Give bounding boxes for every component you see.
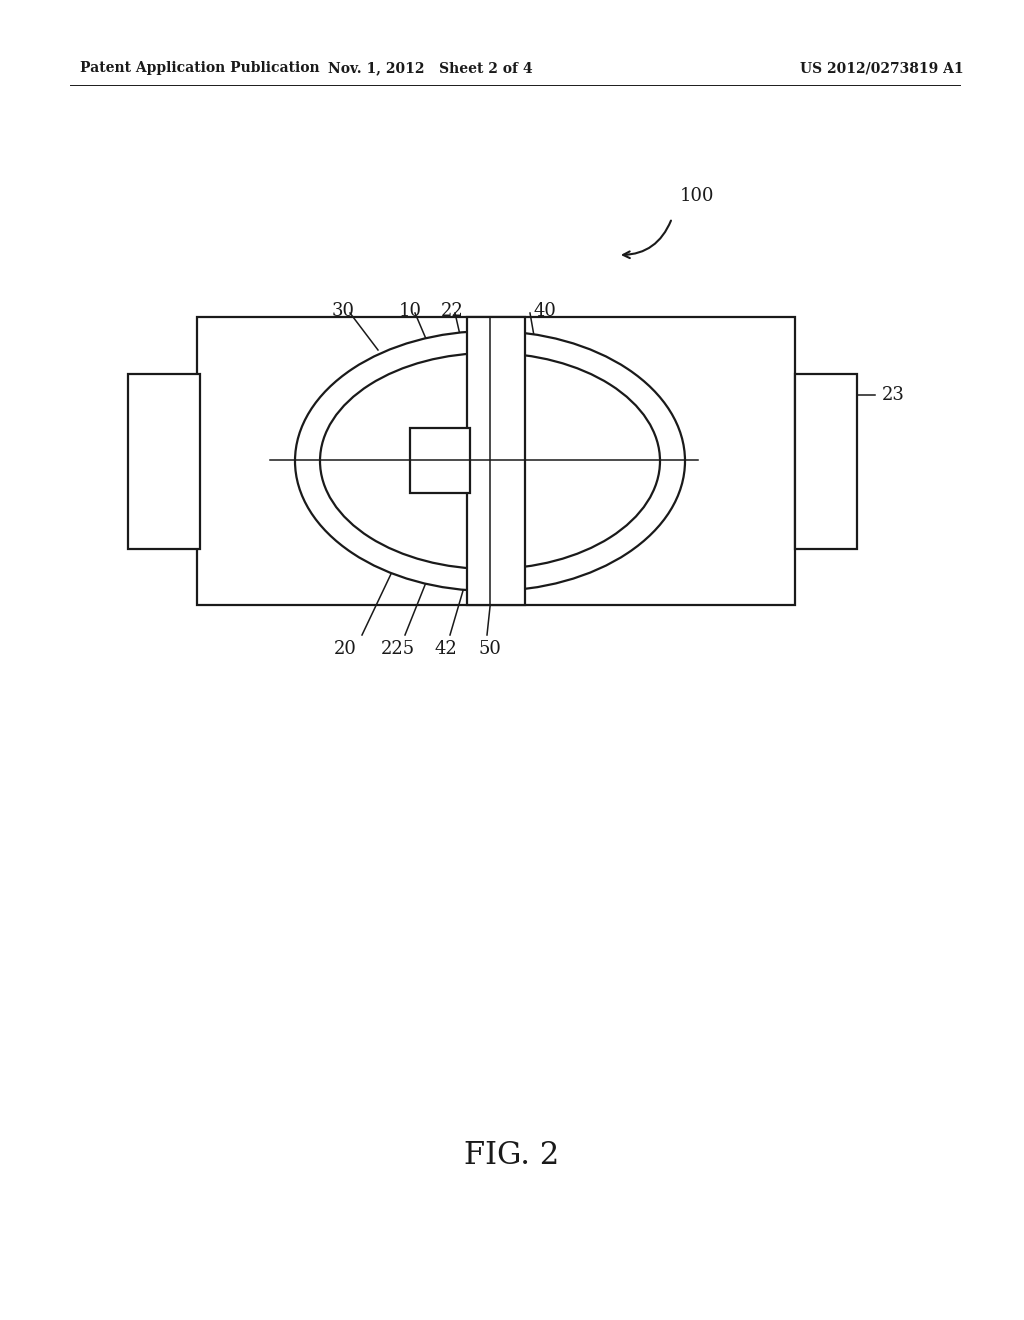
Text: 30: 30: [332, 302, 354, 319]
Bar: [795, 374, 857, 549]
Text: 20: 20: [334, 640, 356, 657]
Text: 50: 50: [478, 640, 502, 657]
Bar: [410, 428, 470, 492]
Text: 23: 23: [882, 385, 905, 404]
FancyArrowPatch shape: [624, 220, 671, 259]
Bar: [128, 374, 200, 549]
Text: 40: 40: [534, 302, 556, 319]
Text: US 2012/0273819 A1: US 2012/0273819 A1: [800, 61, 964, 75]
Text: 100: 100: [680, 187, 715, 205]
Text: 225: 225: [381, 640, 415, 657]
Bar: [467, 317, 525, 605]
Text: Nov. 1, 2012   Sheet 2 of 4: Nov. 1, 2012 Sheet 2 of 4: [328, 61, 532, 75]
Ellipse shape: [319, 352, 660, 569]
Bar: [197, 317, 795, 605]
Text: Patent Application Publication: Patent Application Publication: [80, 61, 319, 75]
Text: FIG. 2: FIG. 2: [464, 1139, 560, 1171]
Text: 42: 42: [434, 640, 458, 657]
Text: 22: 22: [440, 302, 464, 319]
Ellipse shape: [295, 331, 685, 591]
Text: 10: 10: [398, 302, 422, 319]
